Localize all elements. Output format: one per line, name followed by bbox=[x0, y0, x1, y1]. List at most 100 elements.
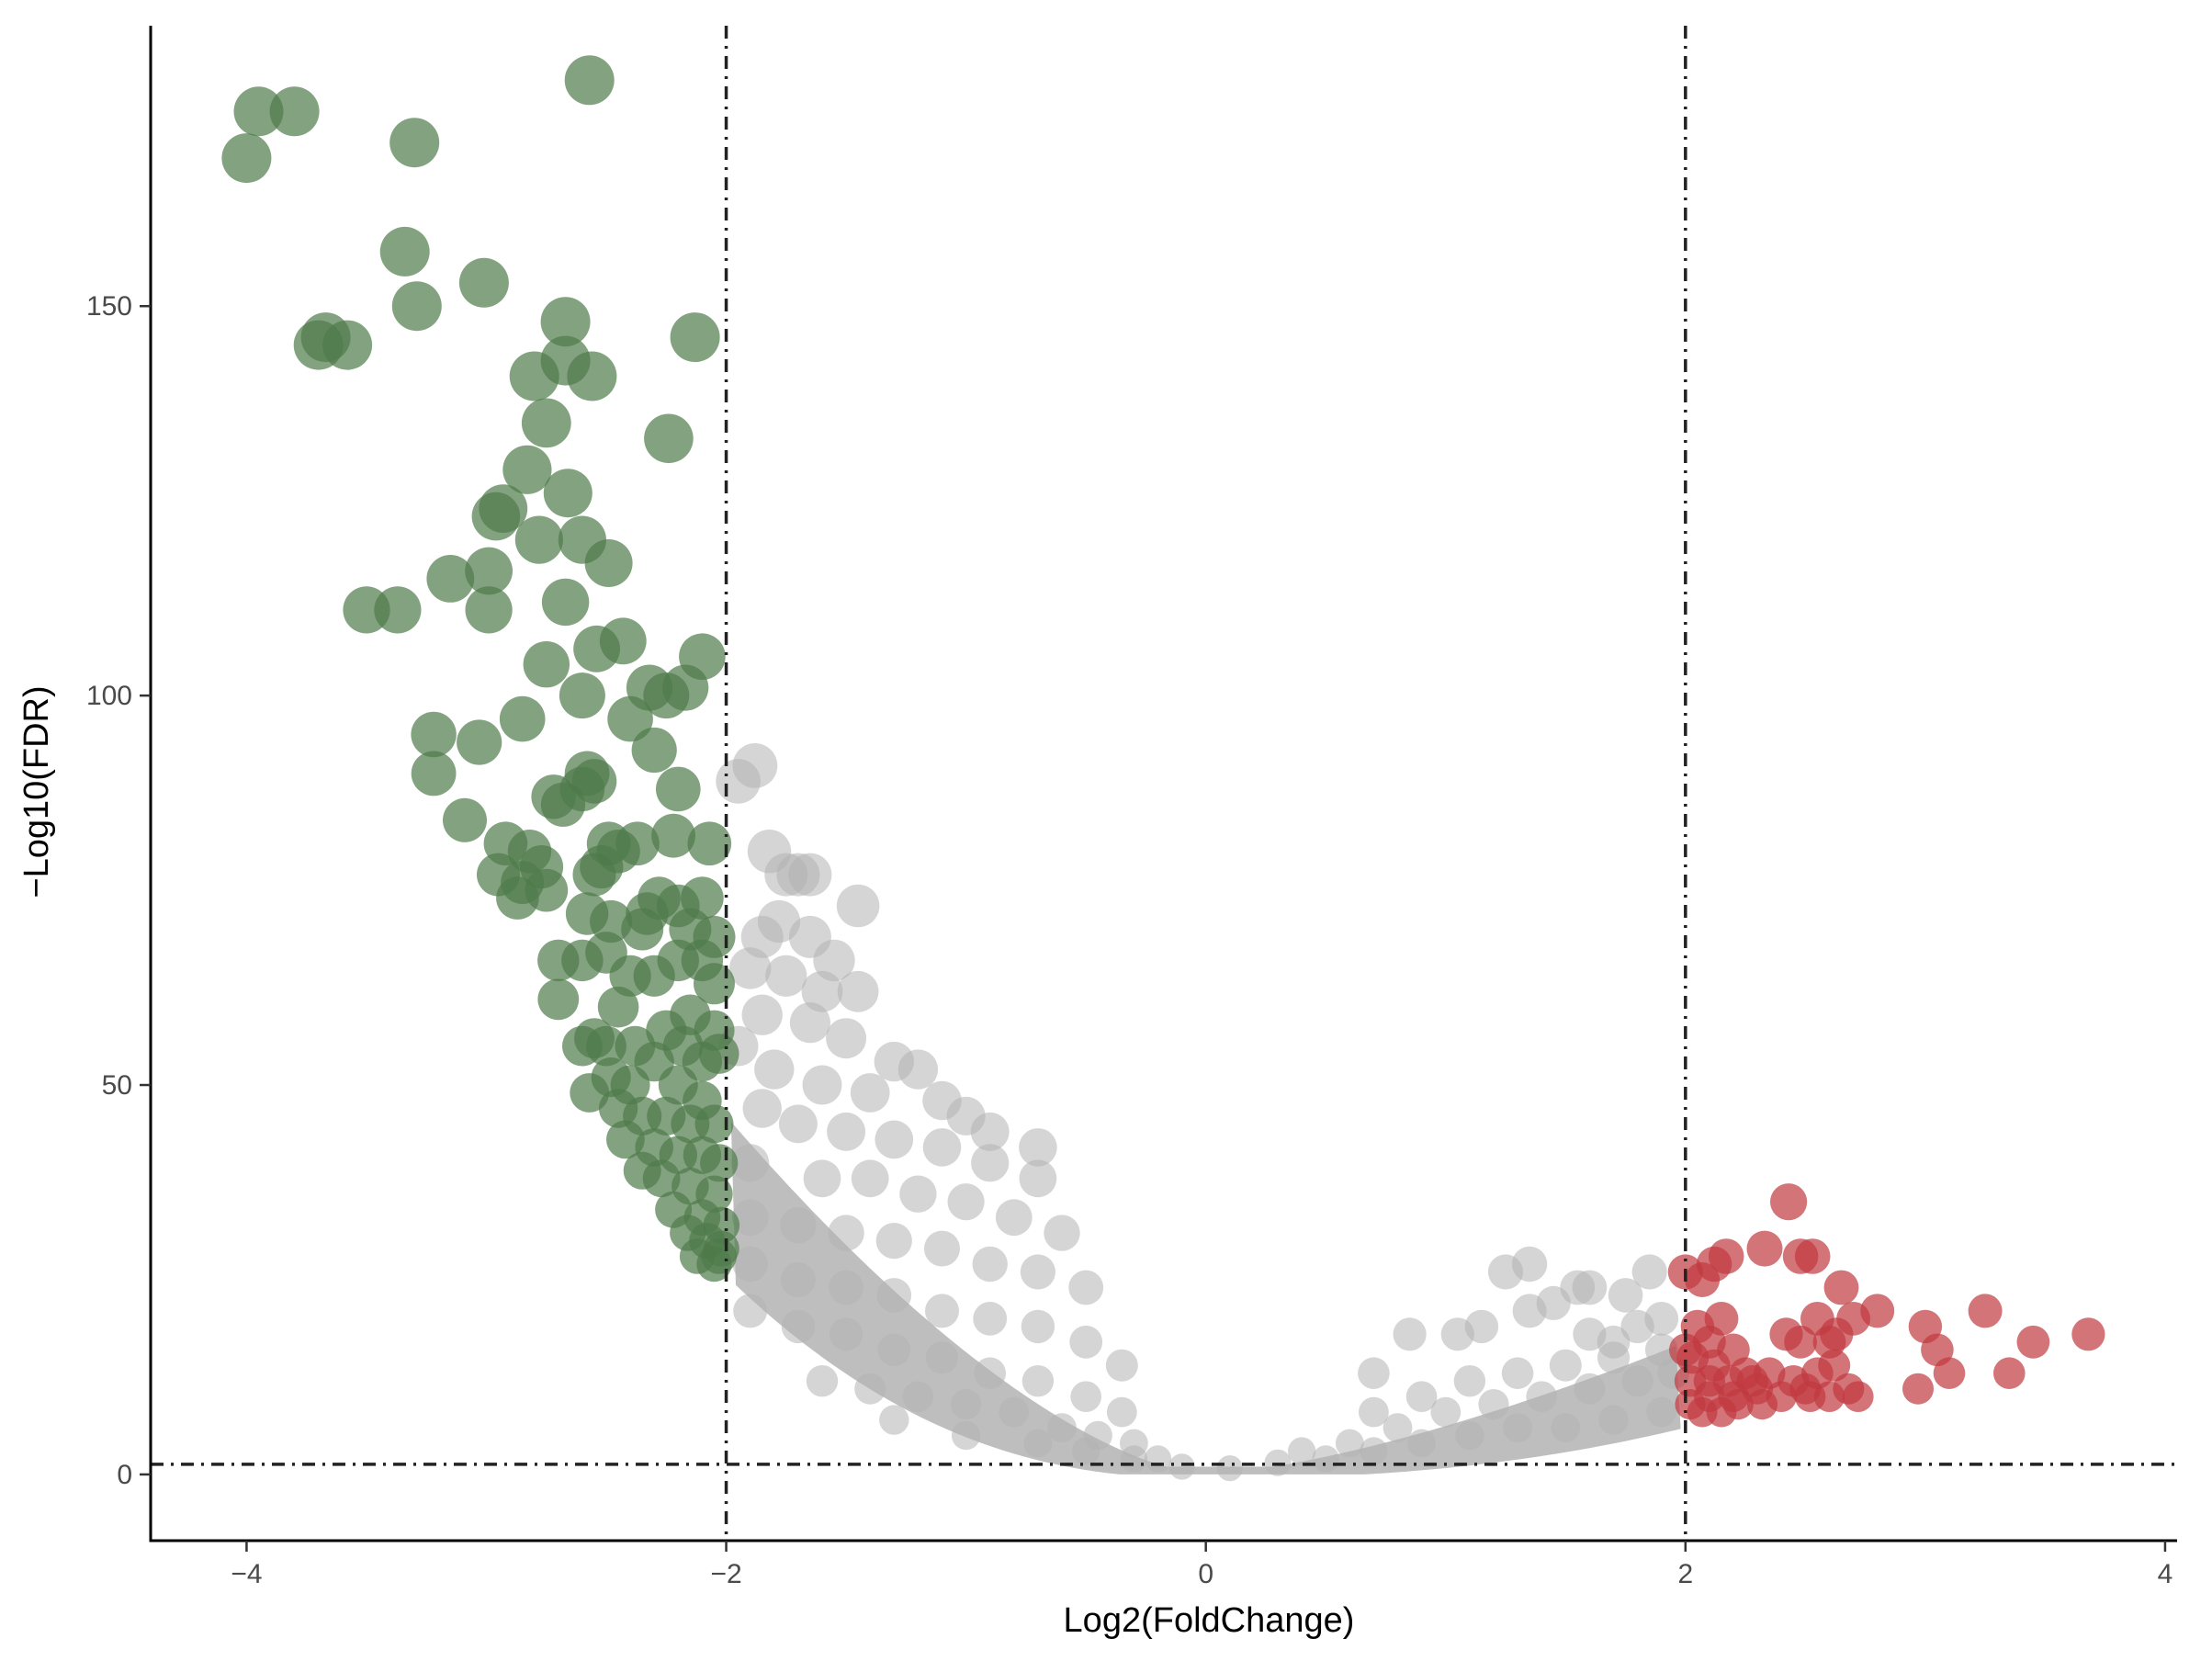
point-ns-76 bbox=[1144, 1445, 1172, 1473]
point-ns-92 bbox=[1646, 1396, 1677, 1428]
point-ns-46 bbox=[924, 1230, 960, 1267]
point-ns-47 bbox=[972, 1246, 1008, 1282]
point-ns-30 bbox=[827, 1112, 866, 1151]
point-ns-69 bbox=[854, 1373, 886, 1405]
point-down-71 bbox=[565, 892, 609, 935]
point-up-3 bbox=[1794, 1238, 1831, 1274]
point-ns-22 bbox=[802, 1065, 842, 1105]
point-ns-124 bbox=[1644, 1302, 1679, 1336]
point-down-29 bbox=[374, 586, 422, 634]
point-down-39 bbox=[411, 711, 457, 758]
point-ns-116 bbox=[1572, 1270, 1608, 1305]
point-ns-65 bbox=[1021, 1365, 1055, 1397]
point-ns-43 bbox=[780, 1206, 817, 1244]
point-down-26 bbox=[465, 547, 513, 595]
point-down-2 bbox=[269, 86, 320, 137]
y-axis-title: −Log10(FDR) bbox=[17, 685, 56, 898]
point-up-1 bbox=[1746, 1230, 1783, 1267]
point-ns-89 bbox=[1503, 1413, 1532, 1442]
point-down-27 bbox=[465, 586, 513, 634]
point-ns-33 bbox=[971, 1144, 1010, 1182]
point-down-7 bbox=[458, 257, 509, 308]
point-ns-41 bbox=[1044, 1215, 1080, 1251]
point-down-15 bbox=[670, 312, 720, 363]
point-ns-63 bbox=[925, 1341, 959, 1374]
point-ns-59 bbox=[733, 1294, 768, 1328]
point-up-19 bbox=[2016, 1325, 2050, 1359]
point-down-43 bbox=[631, 727, 677, 774]
point-ns-98 bbox=[1526, 1381, 1557, 1412]
point-up-49 bbox=[1813, 1381, 1845, 1412]
point-down-51 bbox=[443, 797, 487, 842]
point-ns-21 bbox=[754, 1049, 795, 1090]
point-up-53 bbox=[1736, 1365, 1769, 1397]
point-down-4 bbox=[389, 118, 440, 168]
point-up-11 bbox=[1968, 1294, 2003, 1328]
point-up-16 bbox=[1820, 1317, 1854, 1351]
point-up-32 bbox=[1818, 1349, 1851, 1382]
point-ns-34 bbox=[1019, 1159, 1057, 1198]
point-ns-26 bbox=[970, 1112, 1010, 1151]
point-down-44 bbox=[411, 751, 457, 797]
point-ns-93 bbox=[1288, 1437, 1316, 1465]
point-ns-32 bbox=[922, 1128, 962, 1167]
point-down-6 bbox=[391, 281, 442, 332]
point-ns-99 bbox=[1574, 1373, 1606, 1405]
point-down-24 bbox=[584, 539, 633, 587]
point-ns-56 bbox=[1021, 1309, 1055, 1344]
point-ns-5 bbox=[788, 853, 832, 897]
point-ns-73 bbox=[1047, 1413, 1077, 1442]
point-ns-49 bbox=[1068, 1270, 1104, 1305]
point-down-21 bbox=[479, 484, 528, 533]
point-ns-72 bbox=[999, 1396, 1030, 1428]
point-ns-71 bbox=[951, 1389, 982, 1420]
point-ns-94 bbox=[1335, 1429, 1364, 1458]
point-ns-78 bbox=[951, 1420, 981, 1451]
point-ns-13 bbox=[801, 970, 843, 1012]
point-ns-42 bbox=[731, 1199, 769, 1237]
point-ns-90 bbox=[1551, 1413, 1581, 1442]
point-down-16 bbox=[644, 413, 694, 464]
point-down-35 bbox=[559, 672, 605, 719]
point-down-82 bbox=[694, 963, 735, 1005]
point-ns-53 bbox=[876, 1278, 912, 1313]
point-down-50 bbox=[656, 766, 701, 812]
point-ns-68 bbox=[806, 1365, 839, 1397]
point-ns-70 bbox=[902, 1381, 934, 1412]
point-ns-95 bbox=[1382, 1413, 1413, 1442]
point-down-41 bbox=[499, 695, 546, 742]
point-ns-54 bbox=[925, 1294, 959, 1328]
point-ns-62 bbox=[877, 1333, 911, 1367]
point-ns-50 bbox=[732, 1246, 768, 1282]
point-ns-122 bbox=[1597, 1325, 1631, 1359]
point-ns-86 bbox=[1360, 1437, 1388, 1465]
point-down-84 bbox=[597, 986, 639, 1028]
point-ns-14 bbox=[837, 970, 879, 1012]
point-down-14 bbox=[509, 351, 559, 401]
point-ns-12 bbox=[765, 955, 807, 997]
point-up-33 bbox=[1933, 1357, 1966, 1389]
point-down-100 bbox=[570, 1073, 610, 1113]
point-up-20 bbox=[2071, 1317, 2105, 1351]
point-down-17 bbox=[521, 398, 571, 448]
point-ns-104 bbox=[1453, 1365, 1486, 1397]
point-ns-120 bbox=[1358, 1357, 1390, 1389]
point-up-34 bbox=[1993, 1357, 2026, 1389]
point-down-59 bbox=[687, 821, 732, 865]
point-ns-55 bbox=[973, 1302, 1008, 1336]
point-down-42 bbox=[607, 695, 653, 742]
point-ns-27 bbox=[1019, 1128, 1057, 1167]
y-tick-label: 100 bbox=[86, 681, 132, 711]
point-up-52 bbox=[1712, 1365, 1745, 1397]
point-ns-23 bbox=[850, 1073, 890, 1113]
axis-ticks: −4 −2 0 2 4 0 50 100 150 bbox=[86, 291, 2172, 1589]
y-tick-label: 50 bbox=[102, 1070, 132, 1101]
point-ns-29 bbox=[778, 1104, 818, 1144]
point-ns-105 bbox=[1501, 1357, 1534, 1389]
point-ns-1 bbox=[716, 759, 761, 804]
point-ns-40 bbox=[995, 1199, 1033, 1237]
point-ns-87 bbox=[1407, 1429, 1436, 1458]
x-tick-label: 0 bbox=[1198, 1559, 1213, 1589]
point-ns-45 bbox=[875, 1223, 912, 1260]
